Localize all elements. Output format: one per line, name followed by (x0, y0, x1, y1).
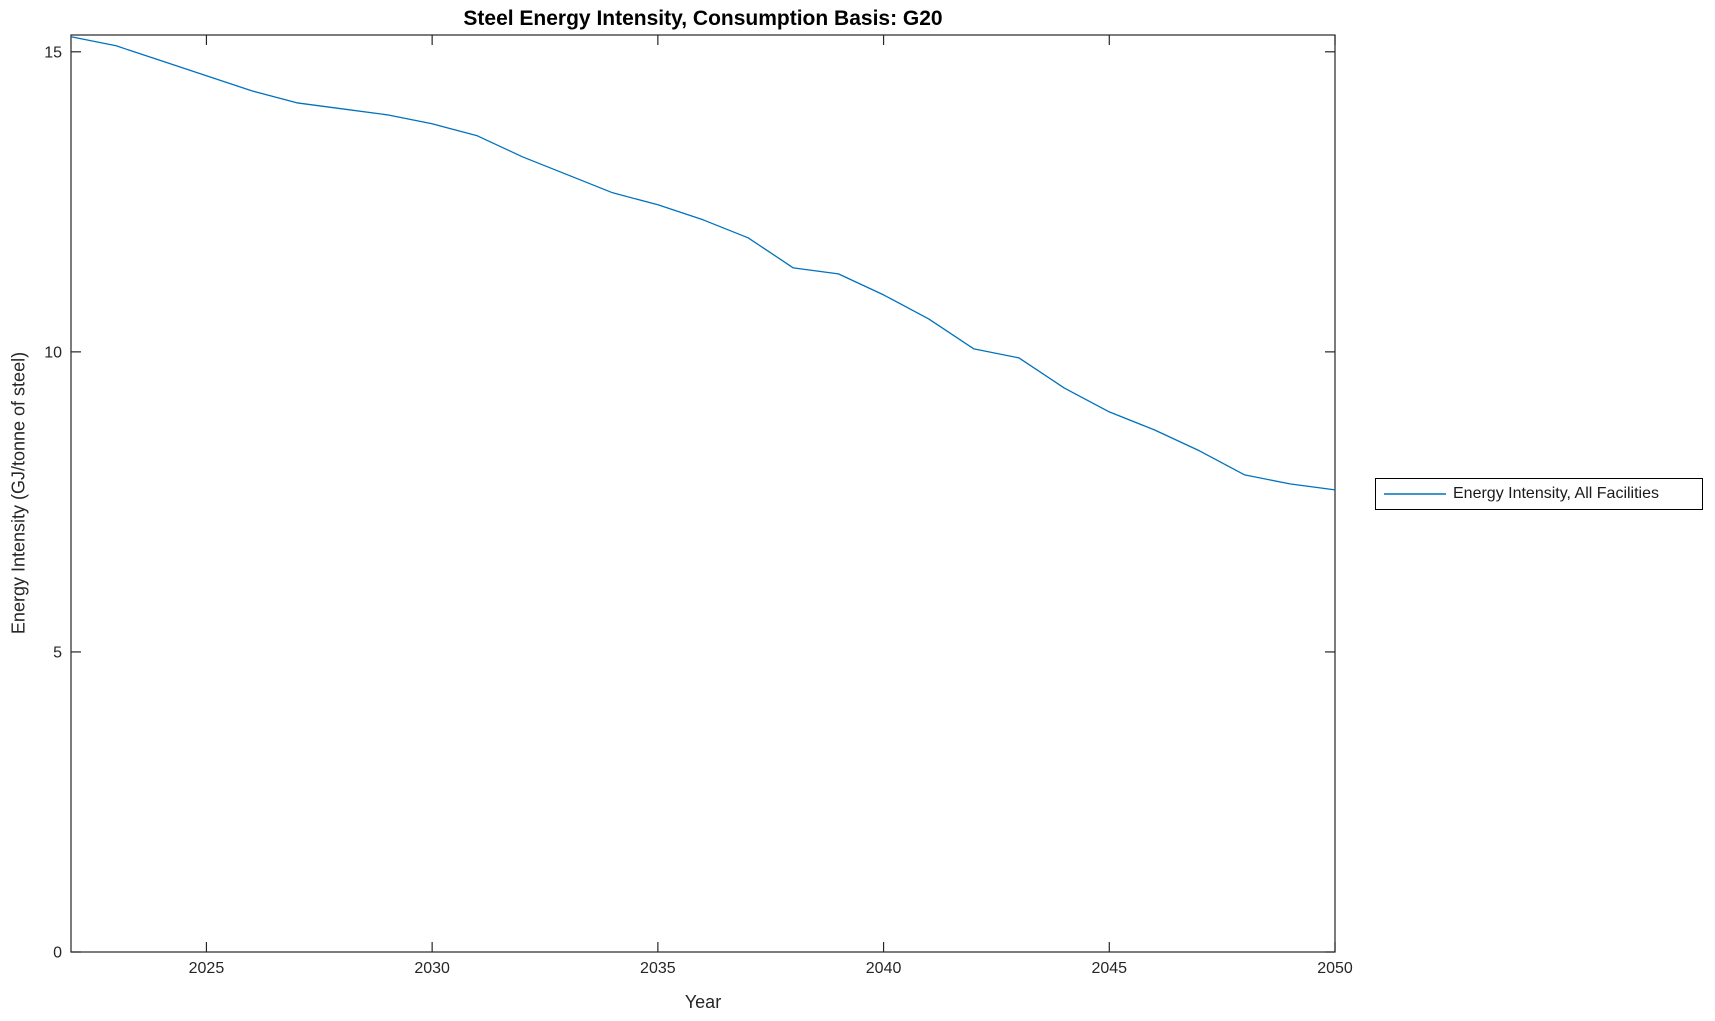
y-tick-label: 5 (53, 644, 62, 661)
x-tick-label: 2025 (189, 960, 225, 977)
axes-box (70, 34, 1336, 953)
x-tick-label: 2030 (414, 960, 450, 977)
y-tick-label: 0 (53, 945, 62, 962)
y-tick-label: 10 (44, 344, 62, 361)
x-tick-label: 2035 (640, 960, 676, 977)
x-tick-label: 2050 (1317, 960, 1353, 977)
y-axis-label: Energy Intensity (GJ/tonne of steel) (8, 351, 29, 635)
x-tick-label: 2040 (866, 960, 902, 977)
chart-title: Steel Energy Intensity, Consumption Basi… (463, 7, 943, 30)
series-line (70, 36, 1336, 491)
y-tick-label: 15 (44, 44, 62, 61)
legend-label: Energy Intensity, All Facilities (1453, 485, 1660, 502)
legend-line-sample (1384, 493, 1446, 495)
legend: Energy Intensity, All Facilities (1375, 478, 1703, 510)
x-tick-label: 2045 (1091, 960, 1127, 977)
x-axis-label: Year (684, 992, 722, 1012)
